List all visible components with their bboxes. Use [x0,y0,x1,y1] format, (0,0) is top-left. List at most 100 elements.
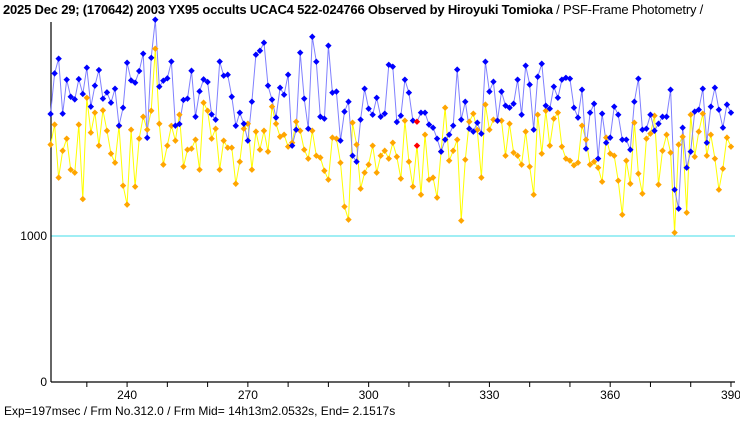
data-point-orange [719,165,727,172]
data-point-blue [417,109,425,116]
data-point-blue [276,84,284,91]
data-point-orange [458,217,465,224]
data-point-orange [554,109,562,116]
data-point-blue [619,136,626,143]
data-point-orange [135,135,143,142]
data-point-orange [357,185,364,192]
data-point-blue [470,128,477,135]
data-point-orange [522,128,529,135]
data-point-orange [51,121,58,128]
data-point-blue [345,98,352,105]
data-point-blue [546,105,554,112]
data-point-orange [514,152,521,159]
data-point-blue [711,84,719,91]
data-point-blue [598,110,606,117]
data-point-blue [643,125,650,132]
data-point-blue [377,113,384,120]
data-point-blue [123,59,131,66]
data-point-orange [566,157,574,164]
data-point-blue [288,142,296,149]
data-point-blue [119,104,127,111]
data-point-orange [172,137,179,144]
data-point-orange [699,110,706,117]
data-point-blue [635,75,642,82]
data-point-orange [47,141,54,148]
data-point-blue [47,110,54,118]
data-point-orange [606,150,614,157]
data-point-blue [99,95,107,102]
data-point-blue [160,77,167,84]
data-point-orange [433,194,441,201]
series-line-orange [50,48,732,233]
data-point-blue [91,82,99,89]
data-point-orange [429,174,437,181]
data-point-blue [135,67,143,75]
data-point-orange [454,136,461,143]
data-point-blue [441,136,449,143]
chart-title-suffix: / PSF-Frame Photometry / [552,2,704,17]
data-point-blue [103,89,111,96]
data-point-blue [611,103,618,110]
data-point-blue [333,88,340,95]
data-point-orange [236,158,244,165]
data-point-orange [691,153,698,160]
data-point-orange [611,152,618,159]
data-point-orange [79,195,87,203]
data-point-blue [615,111,622,118]
data-point-orange [534,111,541,118]
data-point-orange [119,182,127,189]
data-point-blue [357,116,364,123]
data-point-blue [196,88,203,95]
data-point-orange [152,45,159,52]
data-point-orange [671,229,678,236]
data-point-orange [55,174,62,181]
data-point-orange [506,120,513,127]
data-point-orange [695,128,702,135]
data-point-blue [256,47,264,54]
data-point-blue [172,122,179,129]
data-point-blue [683,164,690,171]
data-point-blue [542,102,549,109]
data-point-orange [502,152,509,159]
data-point-blue [437,148,445,155]
data-point-blue [679,124,686,131]
data-point-blue [558,76,566,83]
data-point-blue [578,86,586,93]
data-point-blue [353,158,360,165]
data-point-blue [478,130,485,137]
data-point-orange [349,119,356,126]
data-point-blue [518,111,525,118]
data-point-orange [176,111,183,118]
data-point-blue [224,71,231,78]
data-point-blue [655,120,662,127]
data-point-blue [627,146,634,153]
data-point-blue [691,108,698,115]
data-point-orange [127,126,135,133]
data-point-blue [538,60,545,67]
x-tick-label: 240 [117,388,137,402]
data-point-blue [433,135,441,142]
data-point-blue [421,109,429,116]
data-point-orange [659,147,666,154]
data-point-orange [268,103,276,110]
data-point-blue [305,125,312,132]
data-point-blue [490,78,497,85]
data-point-blue [168,58,175,65]
data-point-orange [333,135,340,142]
highlight-point [413,118,421,125]
data-point-orange [707,131,715,138]
data-point-blue [449,122,457,129]
data-point-orange [558,143,566,150]
data-point-blue [284,71,292,78]
data-point-blue [482,58,489,65]
data-point-orange [590,158,598,165]
data-point-blue [498,88,505,95]
data-point-blue [192,113,199,120]
data-point-blue [602,139,610,146]
data-point-blue [582,145,590,152]
data-point-blue [458,116,465,123]
data-point-orange [224,144,231,151]
data-point-blue [466,125,473,132]
data-point-blue [63,76,70,83]
